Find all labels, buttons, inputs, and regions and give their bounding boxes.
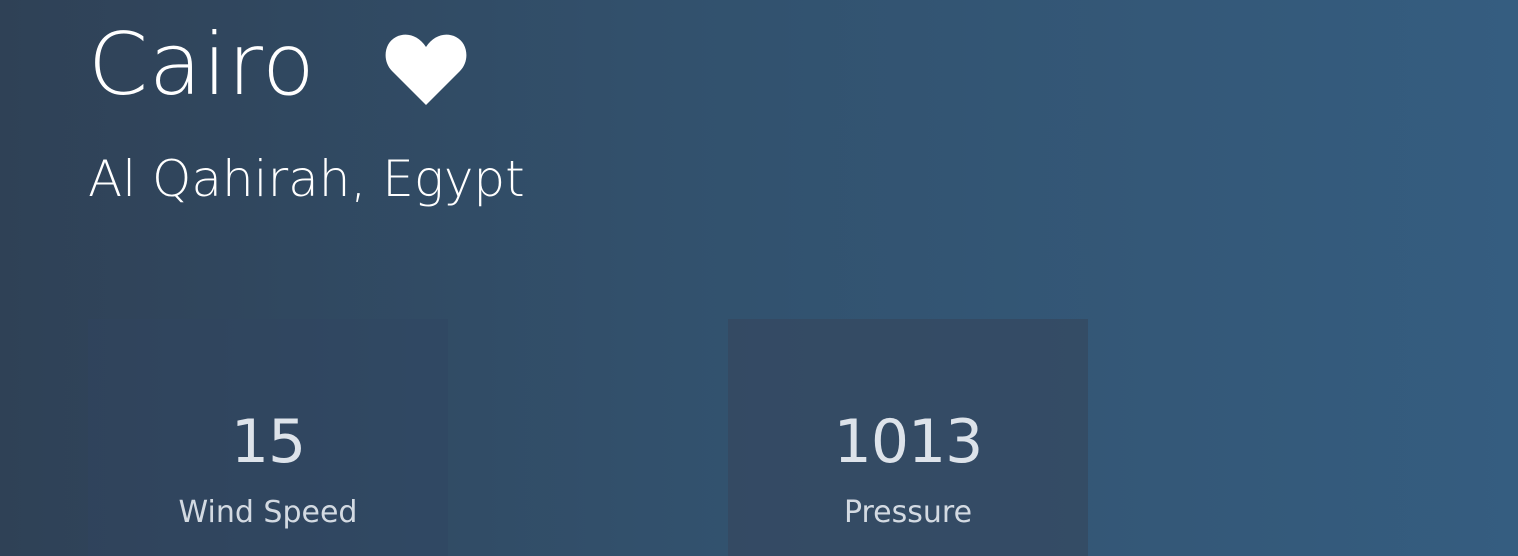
region-label: Al Qahirah, Egypt (88, 150, 525, 208)
pressure-card: 1013 Pressure (728, 319, 1088, 556)
wind-speed-card: 15 Wind Speed (88, 319, 448, 556)
location-header: Cairo (88, 18, 468, 113)
heart-icon (385, 34, 467, 105)
city-row: Cairo (88, 18, 468, 113)
favorite-button[interactable] (384, 30, 468, 108)
city-name: Cairo (88, 15, 316, 115)
pressure-value: 1013 (833, 407, 984, 477)
wind-speed-value: 15 (230, 407, 306, 477)
pressure-label: Pressure (843, 495, 973, 530)
wind-speed-label: Wind Speed (178, 495, 358, 530)
